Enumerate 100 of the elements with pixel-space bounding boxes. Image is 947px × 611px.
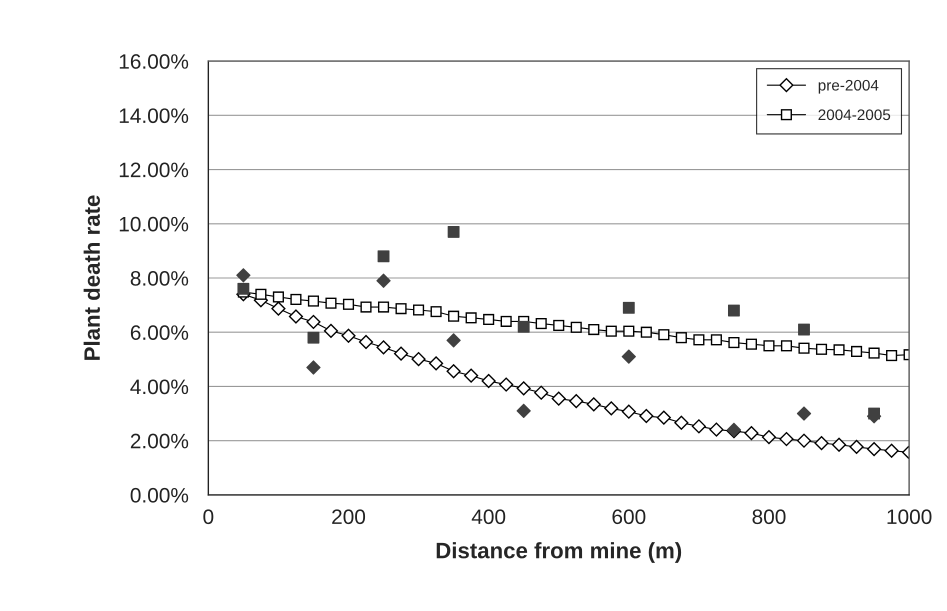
- point: [464, 368, 478, 383]
- point: [360, 301, 372, 313]
- point: [378, 301, 390, 313]
- point: [290, 294, 302, 305]
- point: [376, 274, 391, 288]
- x-tick-label: 800: [752, 509, 786, 524]
- point: [851, 346, 862, 358]
- y-tick-label: 10.00%: [120, 216, 188, 232]
- y-tick-label: 12.00%: [120, 162, 188, 178]
- point: [622, 404, 636, 419]
- point: [886, 350, 898, 362]
- point: [569, 394, 584, 408]
- point: [622, 302, 635, 314]
- point: [516, 381, 531, 396]
- point: [325, 298, 337, 309]
- point: [763, 340, 775, 352]
- point: [237, 282, 250, 295]
- point: [798, 342, 810, 354]
- y-tick-label: 16.00%: [120, 54, 188, 69]
- point: [342, 298, 354, 310]
- legend-label: 2004-2005: [818, 109, 890, 120]
- point: [586, 397, 601, 412]
- point: [832, 438, 846, 452]
- point: [816, 344, 828, 355]
- point: [604, 401, 618, 416]
- y-tick-label: 0.00%: [130, 488, 188, 503]
- point: [710, 334, 722, 346]
- point: [499, 377, 514, 392]
- point: [306, 360, 321, 375]
- point: [728, 304, 740, 316]
- point: [358, 334, 374, 350]
- point: [640, 326, 652, 338]
- x-tick-label: 200: [332, 509, 366, 524]
- point: [448, 226, 460, 238]
- point: [411, 352, 426, 366]
- point: [780, 340, 792, 352]
- point: [867, 442, 882, 456]
- point: [255, 288, 266, 300]
- y-tick-label: 14.00%: [120, 108, 188, 124]
- point: [762, 430, 776, 444]
- point: [552, 392, 566, 406]
- x-tick-label: 0: [203, 509, 214, 524]
- point: [518, 320, 530, 333]
- point: [833, 344, 845, 356]
- point: [676, 332, 687, 344]
- point: [639, 408, 654, 424]
- point: [446, 364, 461, 378]
- point: [588, 324, 600, 336]
- point: [483, 314, 494, 326]
- y-tick-label: 2.00%: [130, 434, 188, 448]
- point: [288, 309, 304, 324]
- point: [868, 408, 880, 420]
- point: [396, 303, 407, 314]
- point: [622, 349, 636, 364]
- point: [272, 291, 284, 303]
- x-tick-label: 600: [612, 509, 646, 524]
- point: [606, 326, 617, 337]
- point: [324, 324, 338, 338]
- point: [814, 436, 829, 450]
- point: [674, 416, 688, 430]
- point: [430, 306, 442, 318]
- point: [413, 304, 424, 316]
- point: [236, 268, 251, 282]
- point: [692, 419, 706, 434]
- point: [746, 338, 757, 350]
- point: [553, 320, 564, 332]
- y-tick-label: 8.00%: [130, 271, 188, 286]
- point: [796, 434, 812, 448]
- point: [536, 318, 547, 330]
- y-axis-title: Plant death rate: [84, 195, 100, 360]
- point: [779, 432, 794, 446]
- x-tick-label: 1000: [888, 509, 932, 524]
- point: [466, 312, 477, 324]
- point: [884, 444, 899, 458]
- point: [709, 422, 724, 437]
- point: [658, 329, 670, 340]
- point: [796, 406, 812, 421]
- y-tick-label: 6.00%: [130, 325, 188, 340]
- point: [534, 386, 548, 400]
- point: [798, 324, 810, 336]
- point: [623, 326, 634, 337]
- point: [868, 348, 880, 359]
- point: [306, 314, 321, 330]
- point: [516, 404, 531, 418]
- point: [429, 356, 444, 370]
- point: [394, 346, 408, 361]
- point: [693, 334, 704, 346]
- point: [570, 322, 582, 333]
- point: [744, 426, 759, 440]
- point: [448, 310, 460, 322]
- x-tick-label: 400: [472, 509, 506, 524]
- point: [849, 440, 864, 454]
- point: [500, 316, 512, 327]
- point: [728, 336, 740, 348]
- point: [376, 340, 391, 354]
- point: [378, 250, 390, 262]
- point: [341, 328, 356, 343]
- x-axis-title: Distance from mine (m): [436, 542, 682, 563]
- legend-label: pre-2004: [818, 80, 878, 94]
- point: [482, 374, 496, 388]
